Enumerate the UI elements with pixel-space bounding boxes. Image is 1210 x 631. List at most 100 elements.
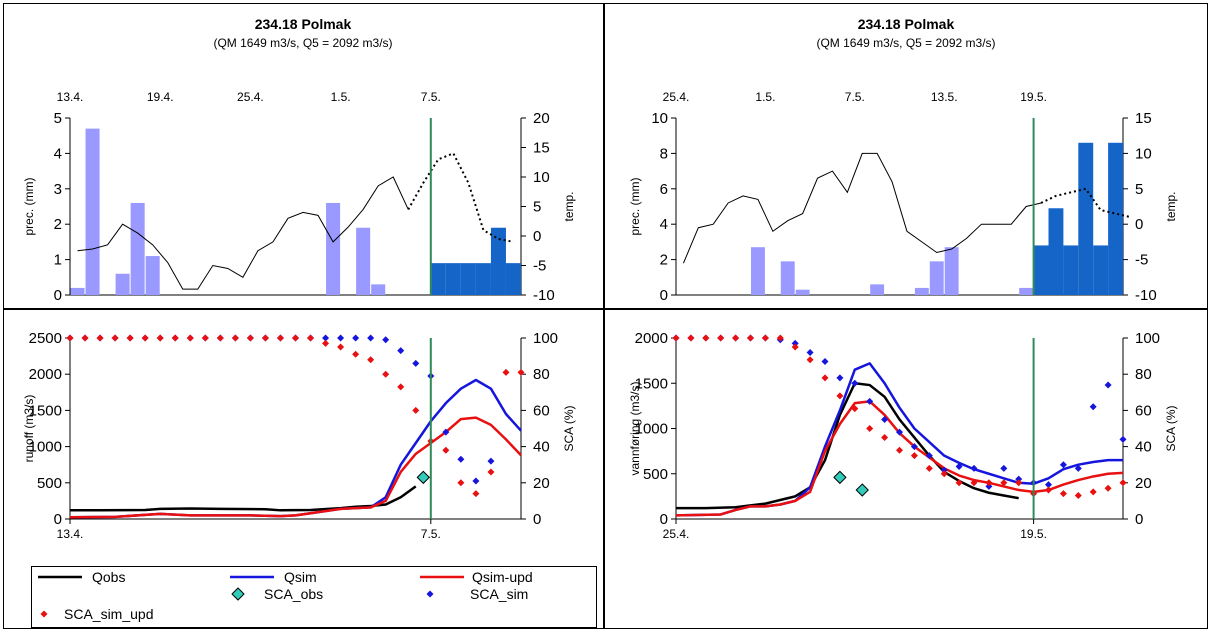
- y-tick-label: 0: [54, 287, 62, 304]
- sca-sim-upd-point: [940, 470, 948, 478]
- sca-sim-upd-point: [970, 479, 978, 487]
- y-tick-label: 1500: [29, 402, 62, 419]
- y2-tick-label: -5: [533, 258, 546, 275]
- sca-sim-upd-point: [1045, 486, 1052, 494]
- y-tick-label: 1500: [635, 375, 668, 392]
- y2-tick-label: -10: [1135, 287, 1157, 304]
- prec-bar-observed: [780, 261, 795, 295]
- y2-axis-label: temp.: [1164, 191, 1178, 221]
- sca-sim-upd-point: [186, 334, 194, 342]
- sca-sim-upd-point: [442, 446, 450, 454]
- chart-right_top: 234.18 Polmak (QM 1649 m3/s, Q5 = 2092 m3…: [628, 16, 1178, 304]
- x-tick-label: 19.4.: [147, 90, 174, 104]
- x-tick-label: 13.5.: [931, 90, 958, 104]
- sca-sim-point: [412, 359, 420, 367]
- prec-bar-forecast: [1093, 245, 1109, 295]
- sca-sim-point: [352, 334, 360, 342]
- y2-tick-label: 100: [533, 330, 558, 347]
- sca-sim-point: [925, 452, 933, 460]
- sca-sim-upd-point: [776, 334, 784, 342]
- x-tick-label: 25.4.: [663, 90, 690, 104]
- temp-line-observed: [682, 152, 1042, 264]
- sca-sim-point: [457, 455, 465, 463]
- y-axis-label: vannføring (m3/s): [628, 381, 642, 475]
- y2-tick-label: 0: [1135, 216, 1143, 233]
- legend-box: [31, 566, 597, 628]
- sca-sim-point: [337, 334, 345, 342]
- y-axis-label: prec. (mm): [628, 178, 642, 236]
- y2-tick-label: 10: [1135, 145, 1152, 162]
- prec-bar-forecast: [1063, 245, 1079, 295]
- prec-bar-observed: [70, 287, 85, 295]
- prec-bar-observed: [326, 202, 341, 295]
- sca-sim-point: [791, 339, 799, 347]
- y2-tick-label: 80: [1135, 366, 1152, 383]
- sca-sim-upd-point: [1089, 488, 1097, 496]
- y2-tick-label: -5: [1135, 252, 1148, 269]
- temp-line-forecast: [407, 152, 514, 243]
- sca-sim-upd-point: [307, 334, 315, 342]
- sca-sim-upd-point: [412, 406, 420, 414]
- sca-sim-upd-point: [337, 343, 345, 351]
- y-tick-label: 2000: [29, 366, 62, 383]
- x-tick-label: 13.4.: [57, 90, 84, 104]
- sca-sim-upd-point: [517, 368, 525, 376]
- chart-title: 234.18 Polmak: [858, 16, 955, 32]
- chart-subtitle: (QM 1649 m3/s, Q5 = 2092 m3/s): [816, 36, 995, 50]
- prec-bar-observed: [1019, 287, 1034, 295]
- y-tick-label: 500: [643, 466, 668, 483]
- sca-sim-point: [970, 464, 978, 472]
- sca-sim-upd-point: [66, 334, 74, 342]
- y2-axis-label: SCA (%): [562, 405, 576, 451]
- sca-sim-upd-point: [216, 334, 224, 342]
- sca-sim-point: [322, 334, 330, 342]
- sca-sim-point: [1119, 435, 1127, 443]
- sca-sim-upd-point: [702, 334, 710, 342]
- y2-tick-label: 40: [533, 439, 550, 456]
- sca-sim-point: [1089, 403, 1097, 411]
- sca-sim-upd-point: [457, 479, 465, 487]
- y-tick-label: 2: [660, 252, 668, 269]
- sca-sim-upd-point: [866, 425, 874, 432]
- y-axis-label: prec. (mm): [22, 178, 36, 236]
- sca-sim-upd-point: [761, 334, 769, 342]
- prec-bar-forecast: [1108, 142, 1123, 295]
- temp-line-forecast: [1040, 187, 1131, 219]
- sca-sim-point: [985, 482, 993, 490]
- prec-bar-observed: [914, 287, 929, 295]
- prec-bar-observed: [85, 128, 100, 295]
- prec-bar-observed: [130, 202, 145, 295]
- y2-axis-label: SCA (%): [1164, 405, 1178, 451]
- prec-bar-observed: [115, 273, 130, 295]
- prec-bar-observed: [795, 289, 810, 295]
- x-tick-label: 25.4.: [237, 90, 264, 104]
- y-tick-label: 0: [660, 287, 668, 304]
- sca-sim-upd-point: [1104, 484, 1112, 492]
- y2-tick-label: 15: [1135, 110, 1152, 127]
- legend-qobs-label: Qobs: [92, 569, 125, 585]
- sca-sim-upd-point: [156, 334, 164, 342]
- qsim-upd-line: [69, 416, 522, 519]
- prec-bar-observed: [356, 227, 371, 295]
- prec-bar-forecast: [490, 227, 506, 295]
- sca-sim-upd-point: [292, 334, 299, 342]
- y-tick-label: 8: [660, 145, 668, 162]
- qsim-line: [69, 378, 522, 519]
- x-tick-label: 7.5.: [845, 90, 865, 104]
- y2-tick-label: 0: [533, 511, 541, 528]
- sca-sim-upd-point: [955, 479, 963, 487]
- sca-sim-point: [1104, 381, 1112, 389]
- y-tick-label: 2000: [635, 330, 668, 347]
- sca-sim-point: [866, 397, 874, 405]
- y-tick-label: 0: [660, 511, 668, 528]
- panel-frame: [3, 3, 604, 309]
- sca-sim-upd-point: [81, 334, 89, 342]
- panel-frame: [604, 309, 1208, 629]
- sca-sim-point: [836, 374, 844, 382]
- chart-left_top: 234.18 Polmak (QM 1649 m3/s, Q5 = 2092 m3…: [22, 16, 576, 304]
- y-tick-label: 4: [660, 216, 668, 233]
- prec-bar-forecast: [460, 263, 476, 295]
- sca-sim-upd-point: [806, 356, 814, 364]
- sca-sim-point: [806, 348, 814, 356]
- legend-sca-sim-swatch: [426, 590, 434, 598]
